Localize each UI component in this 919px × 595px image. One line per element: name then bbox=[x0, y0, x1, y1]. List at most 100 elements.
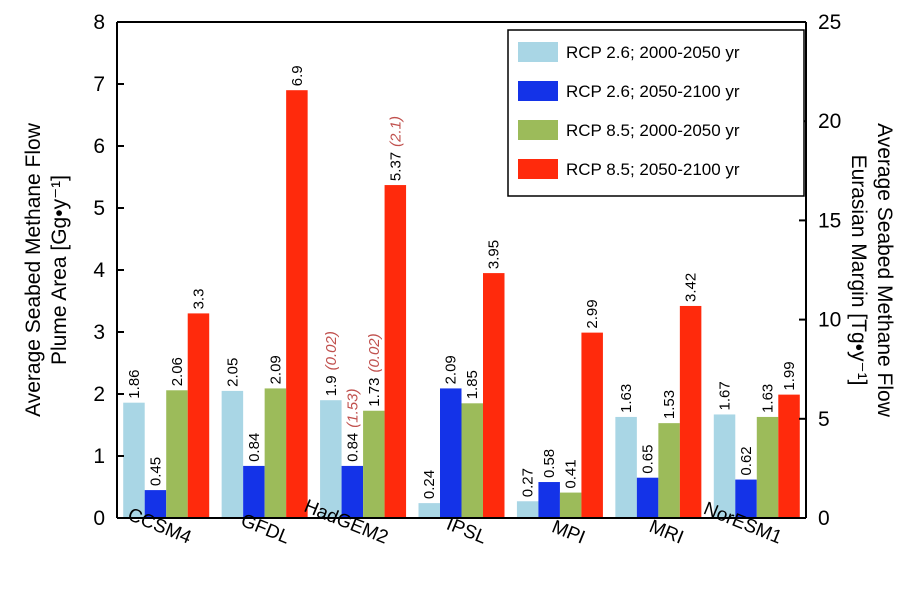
value-label: 1.67 bbox=[717, 381, 734, 410]
value-label-text: 1.86 bbox=[126, 369, 143, 398]
legend-label: RCP 8.5; 2000-2050 yr bbox=[566, 121, 740, 140]
y-tick-label: 7 bbox=[93, 73, 105, 96]
value-label-text: 2.06 bbox=[169, 357, 186, 386]
value-label: 1.53 bbox=[661, 390, 678, 419]
value-label-text: 1.67 bbox=[717, 381, 734, 410]
legend-swatch bbox=[518, 159, 558, 179]
y-tick-label: 6 bbox=[93, 135, 105, 158]
value-label: 1.63 bbox=[760, 384, 777, 413]
value-note: (2.1) bbox=[387, 116, 404, 147]
value-label: 3.42 bbox=[683, 273, 700, 302]
value-label-text: 1.9 bbox=[323, 375, 340, 396]
bar bbox=[713, 414, 736, 518]
value-label-text: 0.84 bbox=[246, 433, 263, 462]
value-label: 0.27 bbox=[520, 468, 537, 497]
value-label-text: 0.24 bbox=[421, 470, 438, 499]
y-tick-label: 3 bbox=[93, 321, 105, 344]
value-label: 2.99 bbox=[584, 299, 601, 328]
bar bbox=[341, 465, 364, 518]
y-axis-title: Average Seabed Methane Flow bbox=[22, 122, 45, 417]
value-label: 0.58 bbox=[541, 449, 558, 478]
value-label: 3.3 bbox=[190, 289, 207, 310]
bar bbox=[440, 388, 462, 518]
y2-tick-label: 25 bbox=[818, 11, 841, 34]
bar bbox=[559, 492, 582, 518]
value-label-text: 2.09 bbox=[267, 355, 284, 384]
y2-tick-label: 5 bbox=[818, 408, 830, 431]
value-label-text: 0.62 bbox=[738, 446, 755, 475]
value-label: 2.05 bbox=[224, 358, 241, 387]
value-label: 2.09 bbox=[267, 355, 284, 384]
y-tick-label: 0 bbox=[93, 507, 105, 530]
value-note: (0.02) bbox=[323, 331, 340, 370]
bar bbox=[461, 403, 483, 518]
bar bbox=[187, 313, 210, 518]
value-label-text: 2.05 bbox=[224, 358, 241, 387]
value-label-text: 6.9 bbox=[289, 65, 306, 86]
value-label-text: 1.99 bbox=[781, 361, 798, 390]
bar bbox=[679, 305, 702, 518]
value-note: (1.53) bbox=[344, 389, 361, 428]
legend-swatch bbox=[518, 81, 558, 101]
value-label-text: 3.95 bbox=[486, 240, 503, 269]
bar bbox=[243, 465, 265, 518]
value-label-text: 1.63 bbox=[618, 384, 635, 413]
value-label: 1.63 bbox=[618, 384, 635, 413]
value-label: 1.9 (0.02) bbox=[323, 331, 340, 396]
value-label: 1.86 bbox=[126, 369, 143, 398]
value-label-text: 2.99 bbox=[584, 299, 601, 328]
value-label: 1.73 (0.02) bbox=[366, 333, 383, 406]
value-label-text: 1.53 bbox=[661, 390, 678, 419]
y2-axis-title: Eurasian Margin [Tg•y⁻¹] bbox=[847, 155, 870, 386]
y2-tick-label: 10 bbox=[818, 309, 841, 332]
y-tick-label: 2 bbox=[93, 383, 105, 406]
value-label-text: 2.09 bbox=[443, 355, 460, 384]
value-label: 0.84 (1.53) bbox=[344, 389, 361, 462]
value-label-text: 0.84 bbox=[344, 433, 361, 462]
value-label: 1.85 bbox=[464, 370, 481, 399]
legend-swatch bbox=[518, 120, 558, 140]
value-note: (0.02) bbox=[366, 333, 383, 372]
bar bbox=[418, 503, 440, 518]
value-label: 0.41 bbox=[563, 459, 580, 488]
value-label: 2.06 bbox=[169, 357, 186, 386]
value-label: 1.99 bbox=[781, 361, 798, 390]
legend-label: RCP 2.6; 2000-2050 yr bbox=[566, 43, 740, 62]
value-label: 0.24 bbox=[421, 470, 438, 499]
value-label: 3.95 bbox=[486, 240, 503, 269]
value-label-text: 0.58 bbox=[541, 449, 558, 478]
bar bbox=[221, 390, 244, 518]
bar bbox=[538, 482, 560, 518]
value-label: 2.09 bbox=[443, 355, 460, 384]
y-axis-title: Plume Area [Gg•y⁻¹] bbox=[48, 175, 71, 365]
x-tick-label: MPI bbox=[549, 517, 588, 549]
legend-swatch bbox=[518, 42, 558, 62]
x-tick-label: MRI bbox=[646, 516, 686, 549]
legend-label: RCP 8.5; 2050-2100 yr bbox=[566, 160, 740, 179]
value-label-text: 0.27 bbox=[520, 468, 537, 497]
bar bbox=[581, 332, 603, 518]
value-label-text: 1.73 bbox=[366, 378, 383, 407]
y-tick-label: 5 bbox=[93, 197, 105, 220]
bar bbox=[363, 410, 385, 518]
bar bbox=[636, 477, 659, 518]
bar bbox=[735, 479, 757, 518]
value-label-text: 1.63 bbox=[760, 384, 777, 413]
bar bbox=[384, 185, 407, 518]
bar bbox=[516, 501, 539, 518]
bar bbox=[166, 390, 188, 518]
value-label: 6.9 bbox=[289, 65, 306, 86]
bar bbox=[264, 388, 287, 518]
value-label-text: 1.85 bbox=[464, 370, 481, 399]
y-tick-label: 1 bbox=[93, 445, 105, 468]
y-tick-label: 4 bbox=[93, 259, 105, 282]
value-label-text: 5.37 bbox=[387, 152, 404, 181]
legend-label: RCP 2.6; 2050-2100 yr bbox=[566, 82, 740, 101]
bar bbox=[615, 416, 637, 518]
value-label: 0.84 bbox=[246, 433, 263, 462]
y2-tick-label: 15 bbox=[818, 209, 841, 232]
value-label: 0.45 bbox=[147, 457, 164, 486]
bar bbox=[483, 273, 505, 518]
y2-tick-label: 0 bbox=[818, 507, 830, 530]
